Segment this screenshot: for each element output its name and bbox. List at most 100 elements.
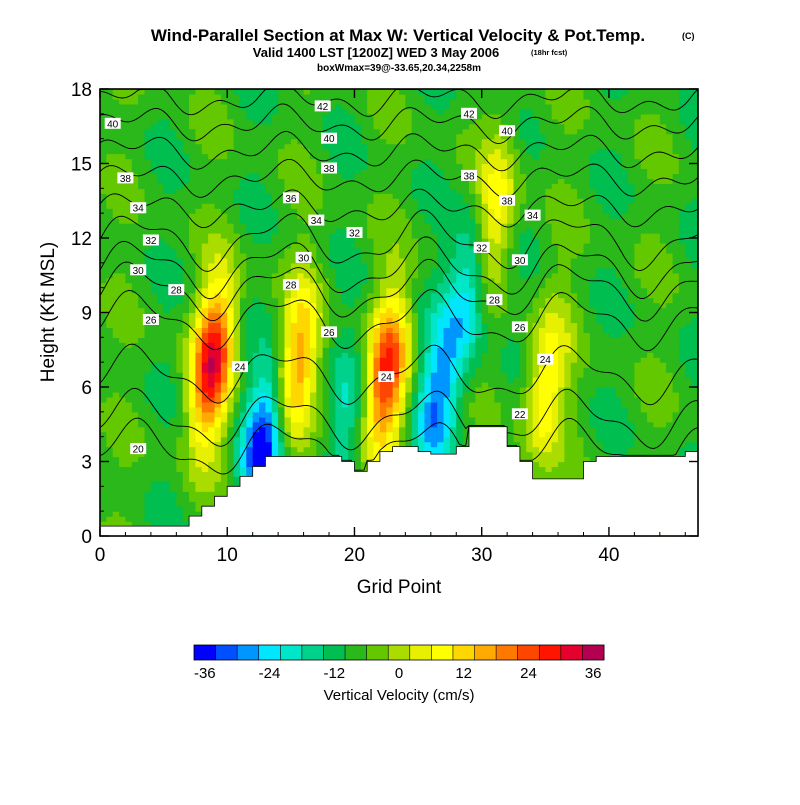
- w-cell: [138, 471, 146, 477]
- w-cell: [208, 312, 216, 319]
- w-cell: [329, 228, 336, 234]
- w-cell: [424, 193, 432, 199]
- w-cell: [189, 262, 197, 269]
- w-cell: [106, 426, 114, 433]
- w-cell: [386, 238, 394, 244]
- w-cell: [284, 337, 292, 343]
- w-cell: [169, 396, 177, 403]
- w-cell: [379, 391, 387, 398]
- w-cell: [278, 103, 286, 110]
- w-cell: [297, 128, 305, 135]
- w-cell: [220, 367, 228, 373]
- w-cell: [335, 352, 343, 358]
- w-cell: [125, 163, 133, 170]
- w-cell: [131, 163, 139, 170]
- w-cell: [182, 471, 190, 477]
- w-cell: [386, 272, 394, 279]
- w-cell: [239, 332, 247, 338]
- w-cell: [214, 108, 222, 115]
- w-cell: [367, 193, 375, 199]
- w-cell: [201, 401, 209, 408]
- w-cell: [437, 178, 445, 184]
- w-cell: [265, 148, 273, 155]
- w-cell: [443, 153, 451, 160]
- w-cell: [379, 233, 387, 239]
- w-cell: [341, 128, 349, 135]
- w-cell: [189, 486, 197, 492]
- w-cell: [265, 133, 273, 140]
- w-cell: [176, 406, 184, 413]
- w-cell: [392, 342, 400, 348]
- w-cell: [163, 357, 171, 363]
- w-cell: [106, 247, 114, 254]
- w-cell: [309, 411, 317, 418]
- w-cell: [399, 138, 406, 145]
- w-cell: [360, 183, 368, 189]
- w-cell: [239, 123, 247, 130]
- w-cell: [157, 168, 165, 175]
- w-cell: [195, 213, 203, 219]
- w-cell: [405, 103, 413, 110]
- w-cell: [138, 98, 146, 105]
- w-cell: [367, 148, 375, 155]
- w-cell: [163, 143, 171, 150]
- w-cell: [195, 148, 203, 155]
- w-cell: [316, 431, 324, 438]
- w-cell: [278, 451, 286, 458]
- w-cell: [106, 471, 114, 477]
- w-cell: [316, 198, 324, 204]
- w-cell: [176, 327, 184, 333]
- w-cell: [316, 436, 324, 443]
- w-cell: [201, 128, 209, 135]
- w-cell: [246, 302, 254, 309]
- w-cell: [112, 198, 120, 204]
- w-cell: [227, 242, 235, 249]
- w-cell: [335, 387, 343, 393]
- w-cell: [329, 158, 336, 165]
- w-cell: [119, 168, 127, 175]
- w-cell: [392, 198, 400, 204]
- w-cell: [297, 133, 305, 140]
- w-cell: [112, 401, 120, 408]
- w-cell: [348, 312, 356, 319]
- w-cell: [278, 272, 286, 279]
- w-cell: [303, 242, 311, 249]
- w-cell: [220, 128, 228, 135]
- w-cell: [309, 441, 317, 448]
- w-cell: [214, 267, 222, 274]
- w-cell: [214, 233, 222, 239]
- w-cell: [379, 382, 387, 388]
- w-cell: [341, 292, 349, 299]
- w-cell: [176, 401, 184, 408]
- w-cell: [189, 506, 197, 512]
- w-cell: [233, 213, 241, 219]
- w-cell: [220, 118, 228, 125]
- w-cell: [297, 123, 305, 130]
- w-cell: [246, 461, 254, 468]
- w-cell: [392, 357, 400, 363]
- w-cell: [169, 198, 177, 204]
- w-cell: [316, 446, 324, 453]
- w-cell: [360, 416, 368, 423]
- w-cell: [322, 436, 330, 443]
- w-cell: [379, 277, 387, 284]
- w-cell: [144, 208, 152, 214]
- w-cell: [392, 242, 400, 249]
- w-cell: [214, 242, 222, 249]
- w-cell: [201, 252, 209, 259]
- w-cell: [163, 491, 171, 497]
- w-cell: [360, 218, 368, 224]
- w-cell: [443, 198, 451, 204]
- w-cell: [348, 352, 356, 358]
- w-cell: [119, 511, 127, 517]
- w-cell: [418, 382, 426, 388]
- w-cell: [119, 228, 127, 234]
- w-cell: [335, 118, 343, 125]
- w-cell: [430, 272, 438, 279]
- w-cell: [227, 233, 235, 239]
- w-cell: [182, 312, 190, 319]
- w-cell: [367, 342, 375, 348]
- w-cell: [182, 446, 190, 453]
- w-cell: [227, 292, 235, 299]
- w-cell: [411, 103, 419, 110]
